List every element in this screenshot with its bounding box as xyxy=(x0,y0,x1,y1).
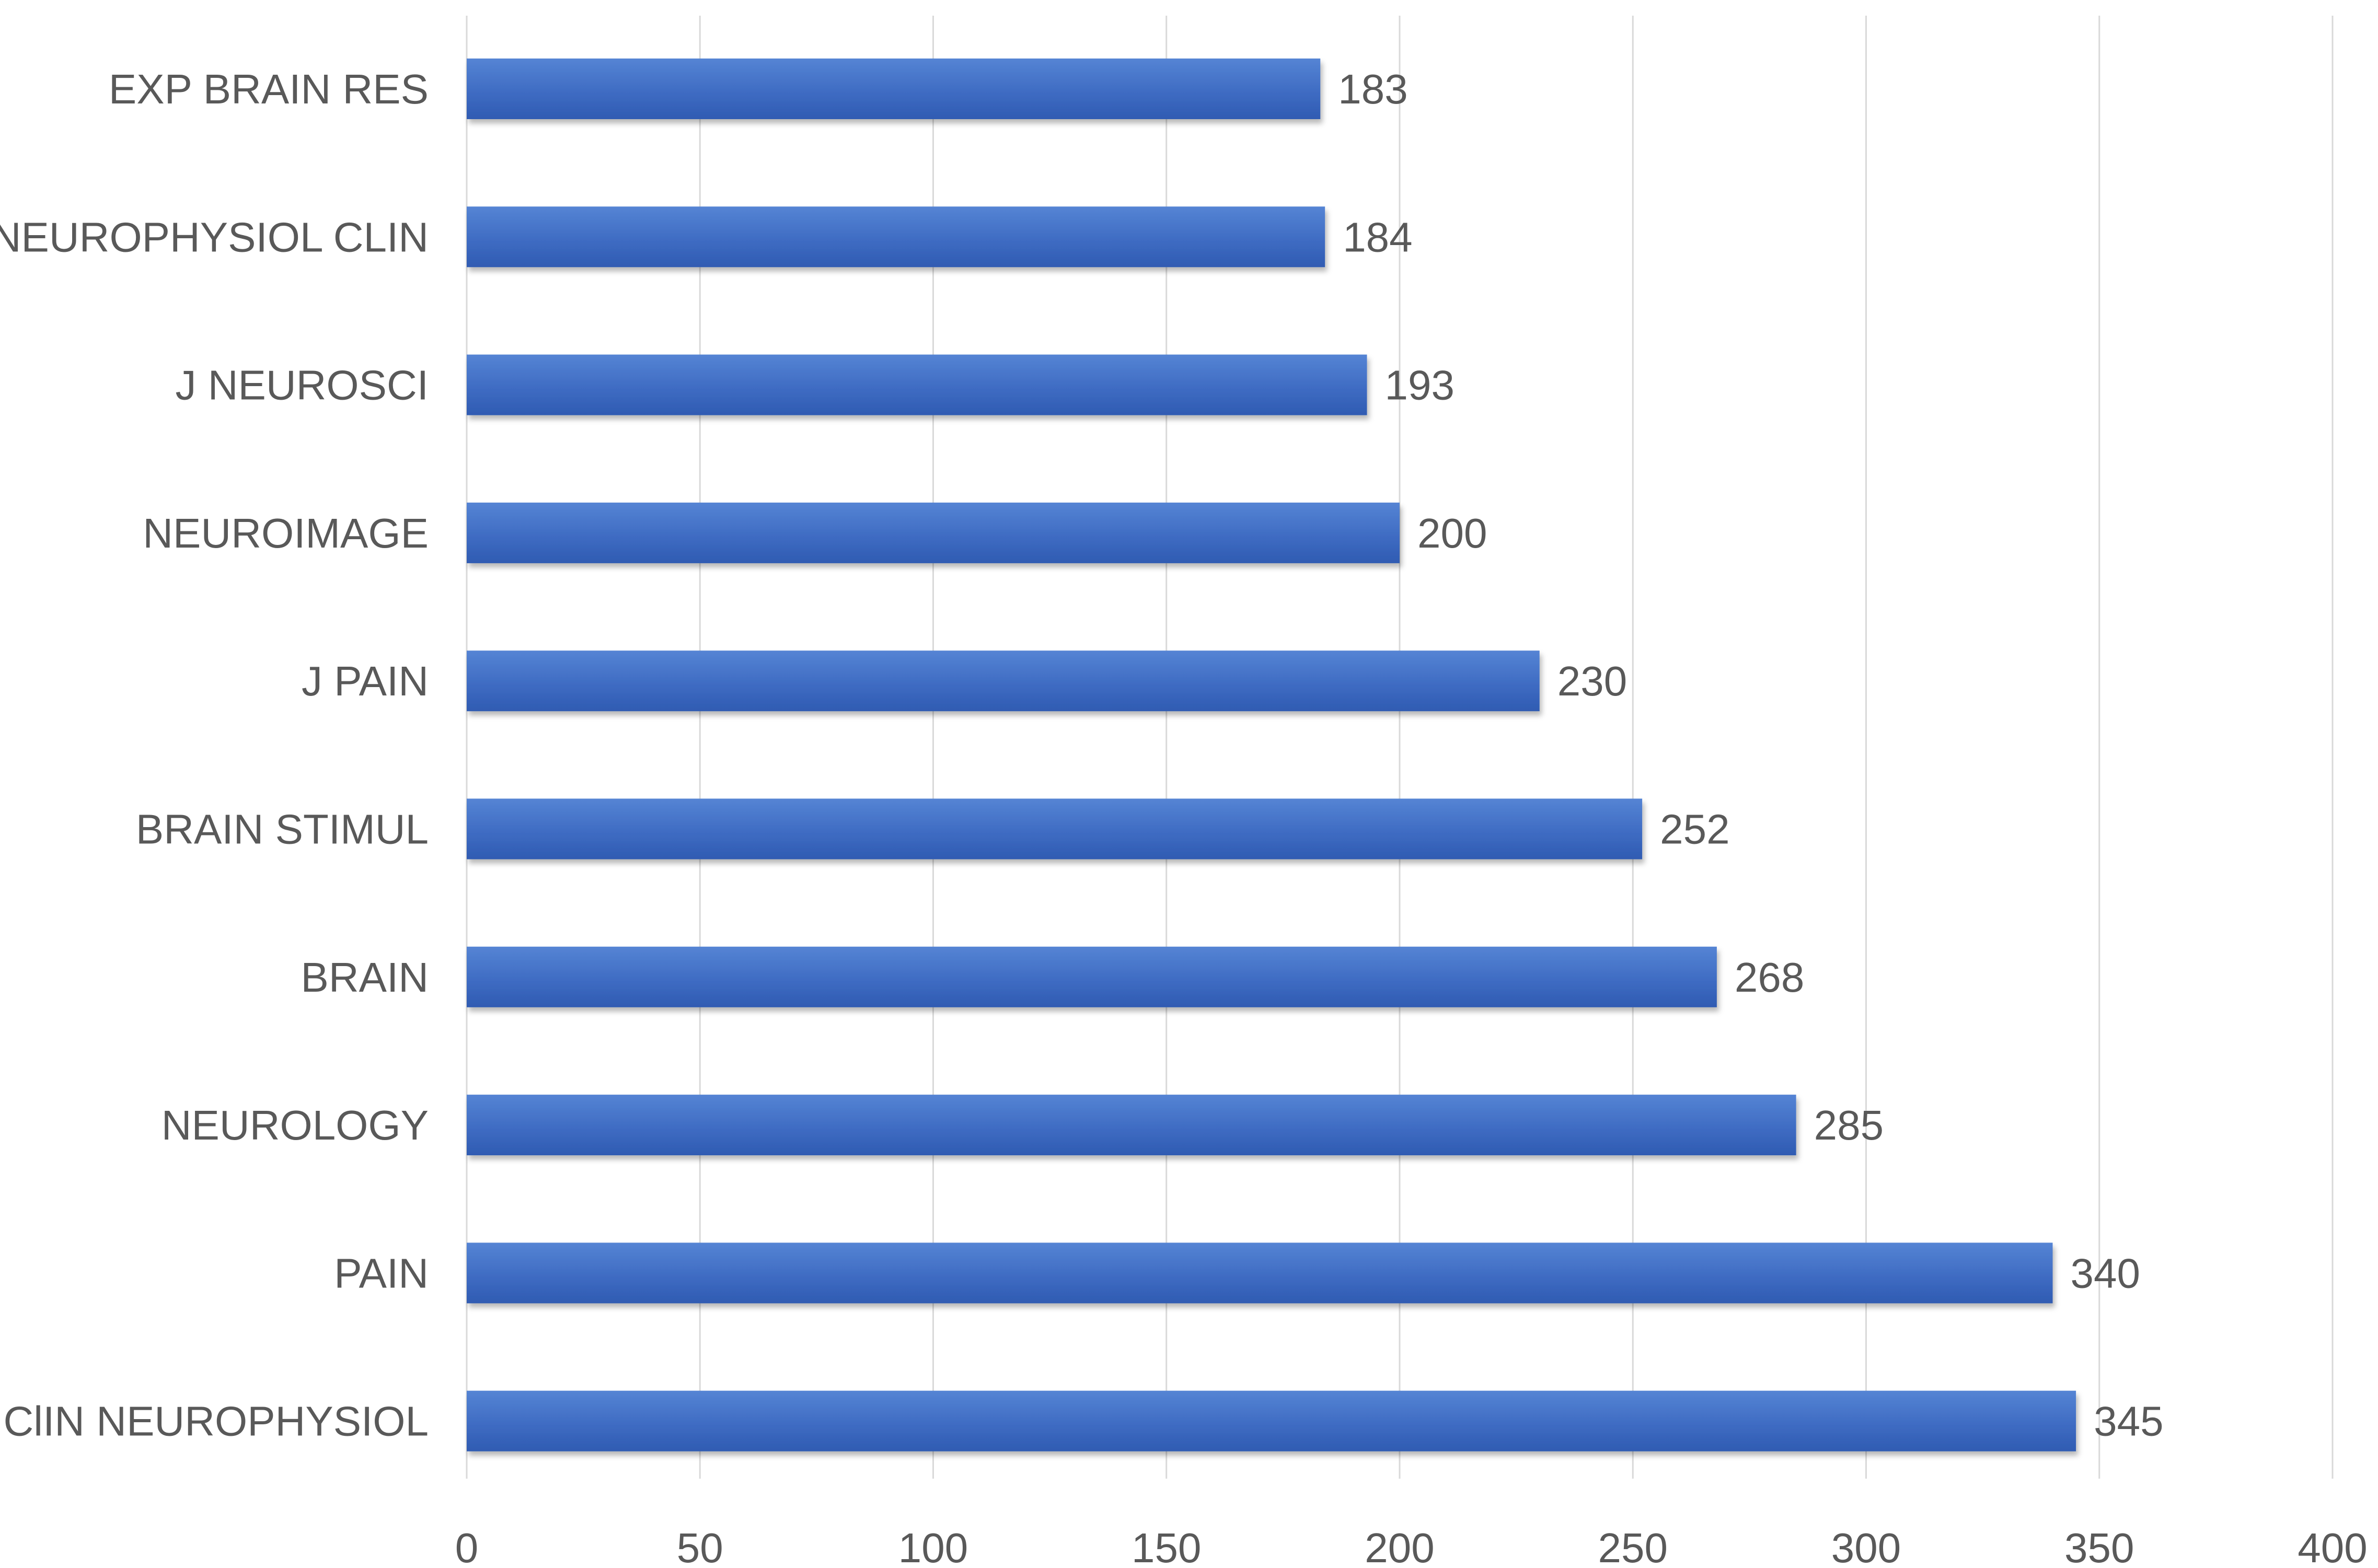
labels: 0 50 100 150 200 250 300 350 400 EXP BRAIN RES 183… xyxy=(0,66,2368,1568)
x-tick-label: 350 xyxy=(2064,1525,2134,1568)
category-label: J NEUROSCI xyxy=(176,362,429,409)
category-label: NEUROLOGY xyxy=(161,1102,429,1148)
bar xyxy=(467,1242,2053,1304)
category-label: ClIN NEUROPHYSIOL xyxy=(4,1398,429,1445)
bar xyxy=(467,206,1325,268)
bar xyxy=(467,651,1540,712)
x-tick-label: 300 xyxy=(1831,1525,1901,1568)
category-label: NEUROPHYSIOL CLIN xyxy=(0,214,429,260)
x-tick-label: 150 xyxy=(1132,1525,1201,1568)
x-tick-label: 400 xyxy=(2298,1525,2367,1568)
data-label: 230 xyxy=(1557,658,1627,704)
data-label: 184 xyxy=(1343,214,1412,260)
category-label: EXP BRAIN RES xyxy=(109,66,429,112)
x-tick-label: 0 xyxy=(455,1525,479,1568)
x-tick-label: 200 xyxy=(1365,1525,1434,1568)
bar xyxy=(467,354,1367,415)
bar xyxy=(467,946,1717,1007)
category-label: PAIN xyxy=(334,1250,429,1296)
x-tick-label: 50 xyxy=(677,1525,723,1568)
data-label: 345 xyxy=(2094,1398,2163,1445)
bars xyxy=(467,59,2076,1451)
data-label: 252 xyxy=(1660,806,1729,853)
bar xyxy=(467,798,1643,860)
bar xyxy=(467,502,1400,563)
bar xyxy=(467,1390,2076,1451)
x-tick-label: 100 xyxy=(898,1525,968,1568)
bar xyxy=(467,1095,1796,1156)
category-label: NEUROIMAGE xyxy=(143,510,429,556)
data-label: 285 xyxy=(1814,1102,1884,1148)
data-label: 268 xyxy=(1735,954,1804,1001)
data-label: 340 xyxy=(2071,1250,2140,1296)
data-label: 193 xyxy=(1385,362,1454,409)
category-label: J PAIN xyxy=(302,658,429,704)
data-label: 183 xyxy=(1338,66,1407,112)
data-label: 200 xyxy=(1417,510,1487,556)
category-label: BRAIN STIMUL xyxy=(136,806,429,853)
x-tick-label: 250 xyxy=(1598,1525,1668,1568)
bar xyxy=(467,59,1321,119)
category-label: BRAIN xyxy=(301,954,429,1001)
